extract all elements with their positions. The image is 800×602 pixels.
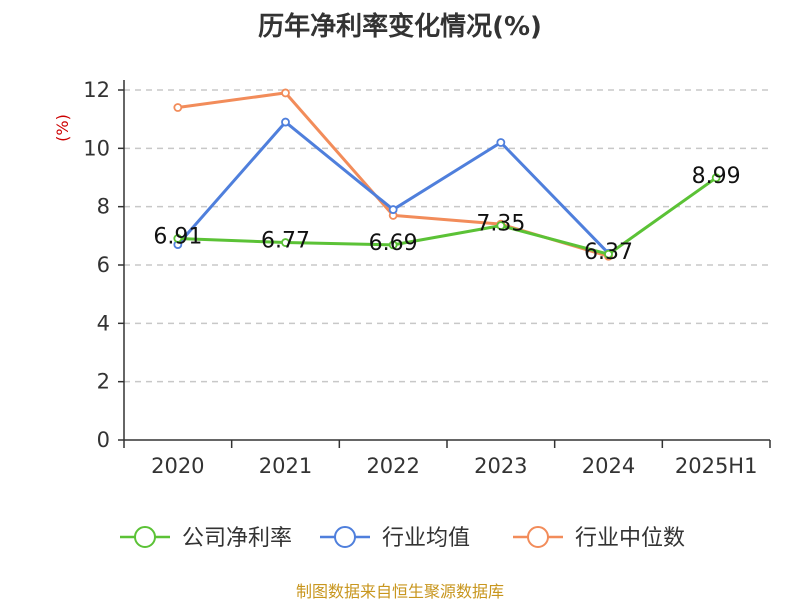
x-tick-label: 2022 [366, 454, 419, 478]
series-lines [173, 88, 721, 261]
data-point [281, 238, 290, 247]
y-tick-label: 2 [97, 370, 110, 394]
y-tick-label: 12 [83, 78, 110, 102]
y-tick-label: 0 [97, 428, 110, 452]
x-tick-label: 2023 [474, 454, 527, 478]
data-point [496, 221, 506, 231]
chart-title: 历年净利率变化情况(%) [258, 12, 542, 42]
y-tick-label: 8 [97, 195, 110, 219]
legend-label: 行业均值 [382, 526, 470, 551]
y-tick-label: 6 [97, 253, 110, 277]
data-label: 7.35 [476, 212, 525, 237]
data-label: 6.69 [369, 231, 418, 256]
legend-swatch-marker [334, 526, 356, 548]
legend-label: 公司净利率 [182, 526, 292, 551]
data-point [388, 240, 398, 250]
y-tick-label: 10 [83, 136, 110, 160]
x-tick-label: 2024 [582, 454, 635, 478]
grid-lines [124, 89, 770, 383]
data-label: 6.91 [153, 224, 202, 249]
series-line [177, 176, 718, 256]
data-point [173, 103, 183, 112]
source-note: 制图数据来自恒生聚源数据库 [295, 582, 504, 601]
data-point [496, 138, 506, 147]
data-label: 8.99 [692, 164, 741, 189]
data-point [281, 117, 290, 127]
legend-label: 行业中位数 [575, 526, 685, 551]
legend-swatch-marker [527, 526, 549, 548]
axes: 0 2 4 6 8 10 12 2020 2021 2022 2023 2024 2025H1 [83, 78, 771, 478]
y-axis-label: (%) [53, 114, 72, 142]
data-labels: 6.91 6.77 6.69 7.35 6.37 8.99 [153, 164, 740, 265]
data-label: 6.77 [261, 229, 310, 254]
data-label: 6.37 [584, 240, 633, 265]
data-point [711, 173, 721, 183]
data-point [173, 234, 183, 243]
data-point [281, 88, 290, 98]
data-point [604, 249, 613, 259]
data-point [388, 205, 398, 214]
x-tick-label: 2021 [259, 454, 312, 478]
x-tick-label: 2020 [151, 454, 204, 478]
legend: 公司净利率 行业均值 行业中位数 [120, 526, 685, 551]
legend-swatch-marker [134, 526, 156, 548]
x-tick-label: 2025H1 [675, 454, 758, 478]
y-tick-label: 4 [97, 311, 110, 335]
